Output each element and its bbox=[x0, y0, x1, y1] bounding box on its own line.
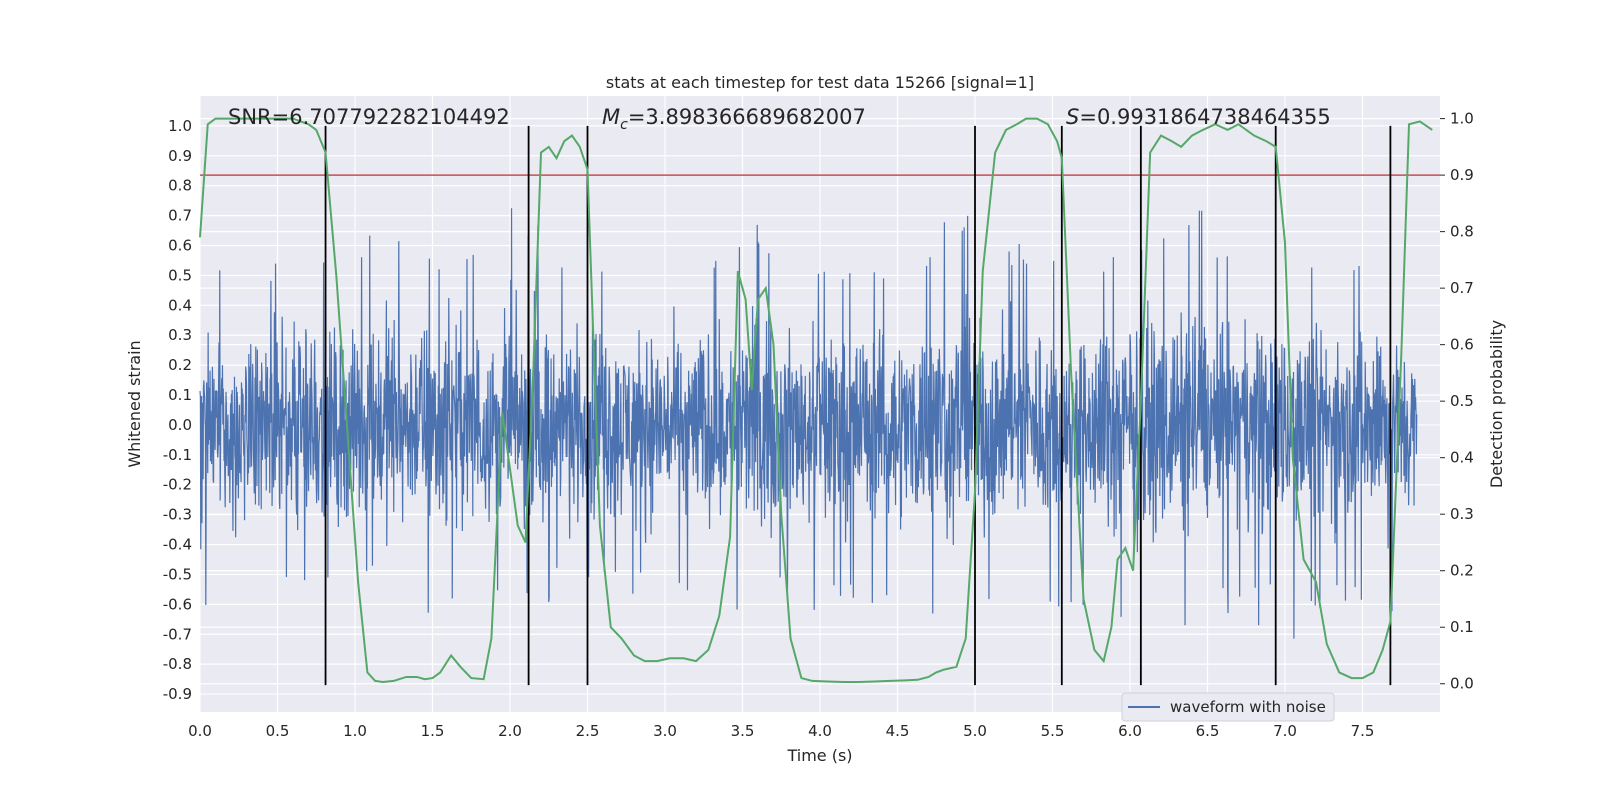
x-tick-label: 6.5 bbox=[1196, 722, 1220, 740]
y-right-tick-label: 0.1 bbox=[1450, 618, 1474, 636]
annotation-value: =3.898366689682007 bbox=[628, 105, 866, 129]
legend: waveform with noise bbox=[1121, 692, 1335, 722]
x-tick-label: 2.5 bbox=[576, 722, 600, 740]
x-tick-label: 6.0 bbox=[1118, 722, 1142, 740]
annotation-symbol: S bbox=[1066, 105, 1079, 129]
y-left-tick-label: -0.8 bbox=[163, 655, 192, 673]
y-right-tick-label: 0.7 bbox=[1450, 279, 1474, 297]
x-tick-label: 7.5 bbox=[1351, 722, 1375, 740]
y-left-tick-label: -0.6 bbox=[163, 595, 192, 613]
x-tick-label: 3.5 bbox=[731, 722, 755, 740]
y-left-tick-label: 1.0 bbox=[168, 117, 192, 135]
annotation-text: S=0.9931864738464355 bbox=[1066, 105, 1331, 129]
x-tick-label: 3.0 bbox=[653, 722, 677, 740]
y-right-tick-labels: 1.0 0.9 0.8 0.7 0.6 0.5 0.4 0.3 0.2 0.1 0.0 bbox=[1440, 110, 1474, 693]
y-left-tick-label: 0.9 bbox=[168, 147, 192, 165]
y-left-tick-label: -0.7 bbox=[163, 625, 192, 643]
y-left-tick-label: 0.2 bbox=[168, 356, 192, 374]
y-left-tick-label: 0.4 bbox=[168, 296, 192, 314]
y-left-tick-labels: 1.0 0.9 0.8 0.7 0.6 0.5 0.4 0.3 0.2 0.1 0.0 -0.1 -0.… bbox=[163, 117, 192, 703]
legend-box bbox=[1121, 692, 1335, 722]
waveform-with-noise-line bbox=[199, 208, 1418, 639]
chart-title: stats at each timestep for test data 152… bbox=[606, 73, 1034, 92]
y-left-tick-label: -0.4 bbox=[163, 536, 192, 554]
x-tick-label: 5.0 bbox=[963, 722, 987, 740]
y-right-tick-label: 0.6 bbox=[1450, 336, 1474, 354]
y-right-tick-label: 0.4 bbox=[1450, 449, 1474, 467]
y-left-tick-label: -0.1 bbox=[163, 446, 192, 464]
detection-probability-line bbox=[199, 117, 1433, 684]
annotations: SNR=6.707792282104492 Mc=3.89836668968200… bbox=[228, 105, 1331, 133]
annotation-symbol: M bbox=[602, 105, 620, 129]
x-tick-label: 0.5 bbox=[266, 722, 290, 740]
annotation-subscript: c bbox=[620, 117, 628, 133]
x-tick-label: 4.0 bbox=[808, 722, 832, 740]
annotation-value: =6.707792282104492 bbox=[272, 105, 510, 129]
annotation-text: Mc=3.898366689682007 bbox=[602, 105, 866, 133]
y-right-tick-label: 0.9 bbox=[1450, 166, 1474, 184]
x-tick-label: 0.0 bbox=[188, 722, 212, 740]
y-right-axis-label: Detection probability bbox=[1487, 320, 1506, 488]
y-left-tick-label: -0.5 bbox=[163, 565, 192, 583]
y-left-tick-label: 0.7 bbox=[168, 207, 192, 225]
x-tick-label: 4.5 bbox=[886, 722, 910, 740]
y-left-tick-label: 0.3 bbox=[168, 326, 192, 344]
y-right-tick-label: 0.3 bbox=[1450, 505, 1474, 523]
annotation-value: =0.9931864738464355 bbox=[1079, 105, 1330, 129]
y-right-tick-label: 0.8 bbox=[1450, 223, 1474, 241]
y-left-tick-label: 0.5 bbox=[168, 266, 192, 284]
x-tick-label: 1.5 bbox=[421, 722, 445, 740]
probability-series bbox=[199, 117, 1433, 684]
y-left-tick-label: 0.0 bbox=[168, 416, 192, 434]
x-tick-label: 5.5 bbox=[1041, 722, 1065, 740]
y-right-tick-label: 1.0 bbox=[1450, 110, 1474, 128]
annotation-symbol: SNR bbox=[228, 105, 272, 129]
y-left-axis-label: Whitened strain bbox=[125, 340, 144, 467]
x-axis-label: Time (s) bbox=[786, 746, 852, 765]
y-left-tick-label: 0.6 bbox=[168, 237, 192, 255]
y-left-tick-label: -0.3 bbox=[163, 506, 192, 524]
y-right-tick-label: 0.5 bbox=[1450, 392, 1474, 410]
y-left-tick-label: 0.1 bbox=[168, 386, 192, 404]
legend-label: waveform with noise bbox=[1170, 698, 1326, 716]
y-left-tick-label: -0.2 bbox=[163, 476, 192, 494]
y-left-tick-label: -0.9 bbox=[163, 685, 192, 703]
x-tick-label: 1.0 bbox=[343, 722, 367, 740]
x-tick-label: 7.0 bbox=[1273, 722, 1297, 740]
strain-series bbox=[199, 208, 1418, 639]
x-tick-labels: 0.0 0.5 1.0 1.5 2.0 2.5 3.0 3.5 4.0 4.5 5.0 5.5 6.0 6… bbox=[188, 722, 1374, 740]
y-left-tick-label: 0.8 bbox=[168, 177, 192, 195]
annotation-text: SNR=6.707792282104492 bbox=[228, 105, 510, 129]
y-right-tick-label: 0.2 bbox=[1450, 562, 1474, 580]
x-tick-label: 2.0 bbox=[498, 722, 522, 740]
y-right-tick-label: 0.0 bbox=[1450, 675, 1474, 693]
